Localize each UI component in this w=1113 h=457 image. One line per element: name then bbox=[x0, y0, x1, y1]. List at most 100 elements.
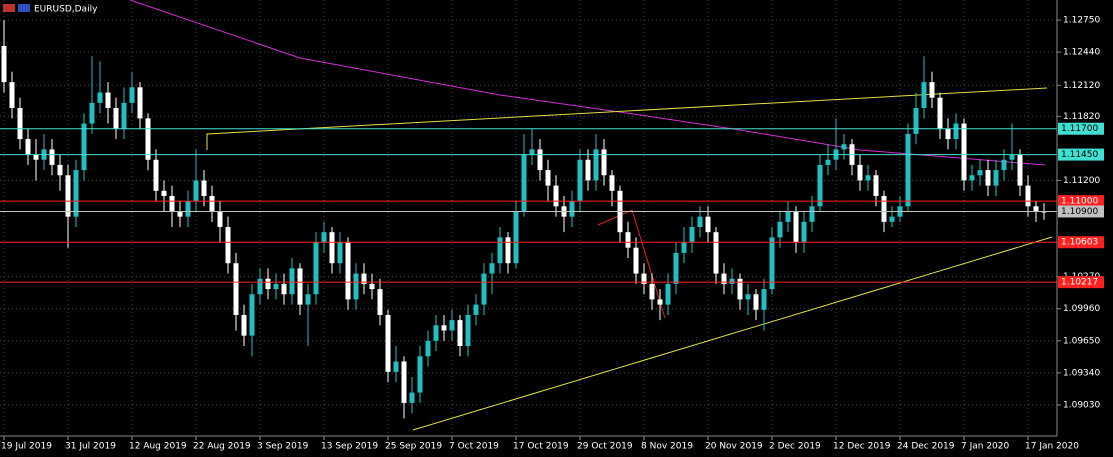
candle-body bbox=[217, 211, 223, 228]
candle-body bbox=[153, 159, 159, 191]
candle-body bbox=[313, 242, 319, 295]
x-tick-label: 31 Jul 2019 bbox=[65, 442, 116, 452]
candle-body bbox=[873, 175, 879, 196]
candle-body bbox=[193, 180, 199, 202]
candle-body bbox=[449, 320, 455, 331]
candle-body bbox=[513, 211, 519, 264]
price-label-box bbox=[1058, 148, 1104, 161]
candle-body bbox=[257, 278, 263, 295]
candle-body bbox=[865, 175, 871, 181]
candle-body bbox=[1033, 206, 1039, 212]
candle-body bbox=[961, 123, 967, 181]
x-tick-label: 2 Dec 2019 bbox=[769, 442, 821, 452]
candle-body bbox=[377, 289, 383, 315]
candle-body bbox=[145, 118, 151, 160]
x-tick-label: 22 Aug 2019 bbox=[193, 442, 251, 452]
candle-body bbox=[265, 278, 271, 290]
y-tick-label: 1.09030 bbox=[1063, 400, 1100, 410]
candle-body bbox=[641, 273, 647, 284]
candle-body bbox=[401, 361, 407, 403]
candle-body bbox=[225, 227, 231, 264]
candle-body bbox=[953, 123, 959, 140]
candle-body bbox=[689, 227, 695, 243]
price-label: 1.11450 bbox=[1061, 150, 1098, 160]
candle-body bbox=[825, 159, 831, 165]
candle-body bbox=[529, 149, 535, 155]
candle-body bbox=[745, 294, 751, 300]
price-label-box bbox=[1058, 122, 1104, 135]
candle-body bbox=[113, 108, 119, 129]
candle-body bbox=[753, 294, 759, 310]
candle-body bbox=[817, 164, 823, 207]
candle-body bbox=[393, 361, 399, 372]
x-tick-label: 17 Oct 2019 bbox=[513, 442, 569, 452]
candle-body bbox=[593, 149, 599, 181]
candle-body bbox=[657, 299, 663, 305]
candle-body bbox=[921, 82, 927, 109]
candle-body bbox=[705, 216, 711, 233]
candle-body bbox=[161, 190, 167, 196]
candle-body bbox=[905, 133, 911, 207]
candle-body bbox=[665, 283, 671, 305]
candle-body bbox=[241, 314, 247, 336]
candle-body bbox=[433, 325, 439, 341]
y-tick-label: 1.11820 bbox=[1063, 112, 1100, 122]
candle-body bbox=[697, 216, 703, 228]
x-tick-label: 7 Jan 2020 bbox=[961, 442, 1009, 452]
candle-body bbox=[169, 195, 175, 212]
price-label: 1.10900 bbox=[1061, 207, 1098, 217]
candle-body bbox=[793, 211, 799, 243]
flag-icon bbox=[18, 4, 30, 12]
candle-body bbox=[721, 273, 727, 284]
x-tick-label: 25 Sep 2019 bbox=[385, 442, 442, 452]
candle-body bbox=[457, 320, 463, 346]
candle-body bbox=[121, 102, 127, 129]
moving-average bbox=[129, 0, 1046, 166]
x-tick-label: 17 Jan 2020 bbox=[1025, 442, 1079, 452]
candle-body bbox=[841, 144, 847, 150]
x-tick-label: 29 Oct 2019 bbox=[577, 442, 633, 452]
candle-body bbox=[249, 294, 255, 336]
candle-body bbox=[945, 128, 951, 140]
y-tick-label: 1.12120 bbox=[1063, 81, 1100, 91]
price-label-box bbox=[1058, 205, 1104, 218]
x-tick-label: 8 Nov 2019 bbox=[641, 442, 693, 452]
trend-line bbox=[412, 236, 1053, 431]
candle-body bbox=[57, 164, 63, 176]
candle-body bbox=[601, 149, 607, 176]
candle-body bbox=[25, 139, 31, 155]
candle-body bbox=[505, 237, 511, 264]
x-tick-label: 24 Dec 2019 bbox=[897, 442, 955, 452]
candle-body bbox=[345, 242, 351, 300]
candle-body bbox=[49, 149, 55, 165]
candle-body bbox=[321, 232, 327, 243]
candle-body bbox=[801, 221, 807, 243]
flag-icon bbox=[3, 4, 15, 12]
candle-body bbox=[681, 242, 687, 253]
candle-body bbox=[729, 278, 735, 284]
candle-body bbox=[385, 314, 391, 372]
candle-body bbox=[609, 175, 615, 191]
x-tick-label: 20 Nov 2019 bbox=[705, 442, 763, 452]
y-tick-label: 1.09960 bbox=[1063, 304, 1100, 314]
candle-body bbox=[521, 154, 527, 212]
candle-body bbox=[633, 247, 639, 274]
candle-body bbox=[777, 221, 783, 238]
x-tick-label: 3 Sep 2019 bbox=[257, 442, 309, 452]
candle-body bbox=[369, 283, 375, 290]
price-label-box bbox=[1058, 236, 1104, 249]
candle-body bbox=[329, 232, 335, 264]
candle-body bbox=[913, 108, 919, 134]
candle-body bbox=[425, 340, 431, 357]
candle-body bbox=[497, 237, 503, 264]
candle-body bbox=[1001, 159, 1007, 171]
candle-body bbox=[273, 283, 279, 290]
candle-body bbox=[545, 170, 551, 186]
candle-body bbox=[73, 170, 79, 217]
y-tick-label: 1.09340 bbox=[1063, 368, 1100, 378]
candle-body bbox=[537, 149, 543, 171]
candle-body bbox=[1025, 185, 1031, 207]
x-tick-label: 13 Sep 2019 bbox=[321, 442, 378, 452]
candle-body bbox=[441, 325, 447, 331]
